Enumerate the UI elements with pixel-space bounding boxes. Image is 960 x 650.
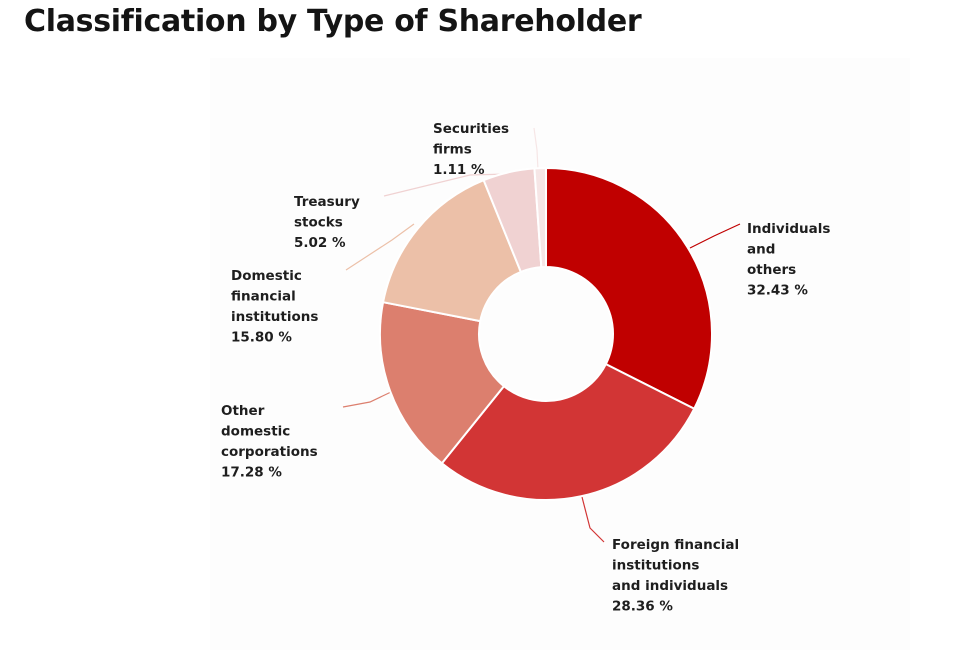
slice-other-domestic bbox=[379, 301, 505, 465]
label-domestic-financial: Domestic financial institutions 15.80 % bbox=[231, 268, 318, 346]
leader-lines bbox=[342, 127, 741, 543]
label-individuals: Individuals and others 32.43 % bbox=[747, 221, 830, 299]
leader-securities bbox=[533, 127, 539, 171]
slice-individuals bbox=[545, 167, 713, 410]
leader-treasury bbox=[383, 173, 509, 197]
slice-domestic-financial bbox=[382, 179, 522, 323]
name-label-securities: Securities bbox=[433, 121, 509, 137]
name-label-domestic-financial: financial bbox=[231, 289, 296, 305]
value-label-other-domestic: 17.28 % bbox=[221, 465, 282, 481]
name-label-securities: firms bbox=[433, 142, 472, 158]
name-label-individuals: and bbox=[747, 242, 775, 258]
name-label-treasury: Treasury bbox=[294, 194, 360, 210]
label-securities: Securities firms 1.11 % bbox=[433, 121, 509, 178]
leader-individuals bbox=[689, 223, 741, 249]
value-label-individuals: 32.43 % bbox=[747, 283, 808, 299]
value-label-treasury: 5.02 % bbox=[294, 235, 346, 251]
slice-foreign bbox=[440, 363, 696, 501]
name-label-other-domestic: domestic bbox=[221, 424, 290, 440]
name-label-foreign: institutions bbox=[612, 558, 699, 574]
label-other-domestic: Other domestic corporations 17.28 % bbox=[221, 403, 318, 481]
value-label-domestic-financial: 15.80 % bbox=[231, 330, 292, 346]
slice-securities bbox=[533, 167, 547, 269]
leader-other-domestic bbox=[342, 391, 392, 408]
name-label-other-domestic: Other bbox=[221, 403, 265, 419]
name-label-treasury: stocks bbox=[294, 215, 343, 231]
chart-area bbox=[210, 58, 910, 650]
label-foreign: Foreign financial institutions and individ… bbox=[612, 537, 739, 615]
page-title: Classification by Type of Shareholder bbox=[24, 4, 642, 39]
name-label-individuals: Individuals bbox=[747, 221, 830, 237]
donut-slices bbox=[379, 167, 713, 501]
name-label-other-domestic: corporations bbox=[221, 444, 318, 460]
leader-foreign bbox=[581, 496, 605, 543]
value-label-securities: 1.11 % bbox=[433, 162, 485, 178]
value-label-foreign: 28.36 % bbox=[612, 599, 673, 615]
name-label-foreign: and individuals bbox=[612, 578, 728, 594]
leader-domestic-financial bbox=[345, 223, 415, 271]
name-label-individuals: others bbox=[747, 262, 796, 278]
label-treasury: Treasury stocks 5.02 % bbox=[294, 194, 360, 251]
name-label-domestic-financial: Domestic bbox=[231, 268, 302, 284]
slice-labels: Individuals and others 32.43 % Foreign finan… bbox=[221, 121, 830, 615]
name-label-domestic-financial: institutions bbox=[231, 309, 318, 325]
name-label-foreign: Foreign financial bbox=[612, 537, 739, 553]
